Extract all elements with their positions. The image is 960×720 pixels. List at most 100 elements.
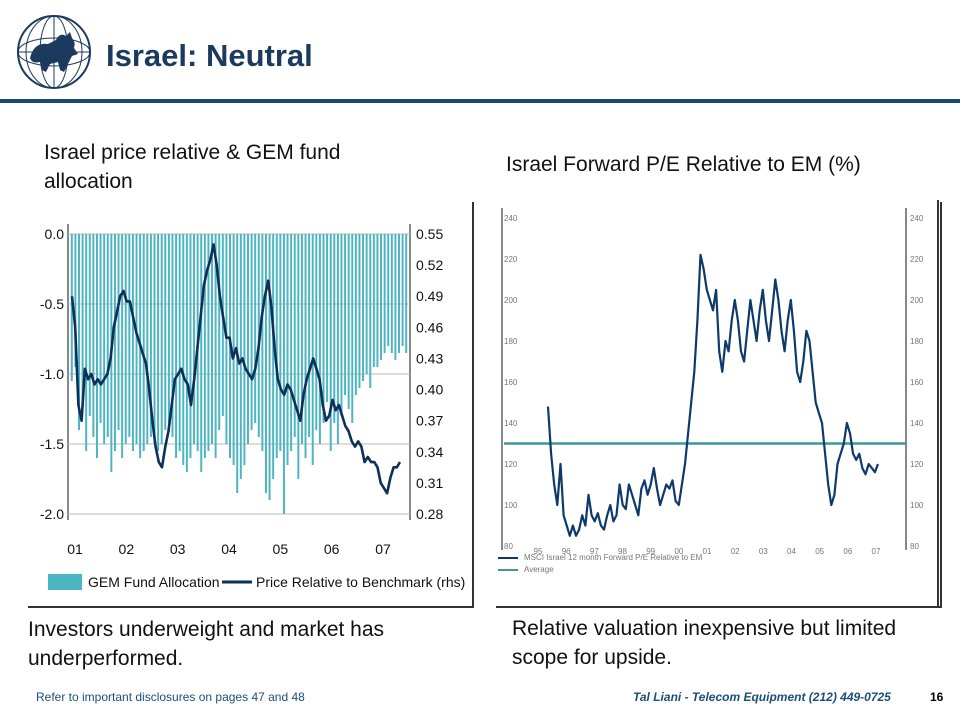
- x-tick-label: 01: [67, 541, 83, 557]
- y-right-tick-label: 0.52: [416, 257, 443, 273]
- fund-allocation-bar: [351, 234, 354, 423]
- fund-allocation-bar: [398, 234, 400, 353]
- slide-title: Israel: Neutral: [106, 38, 313, 73]
- y-right-tick-label: 0.43: [416, 350, 443, 366]
- x-tick-label: 96: [562, 547, 571, 556]
- x-tick-label: 95: [534, 547, 543, 556]
- fund-allocation-bar: [124, 234, 127, 444]
- fund-allocation-bar: [293, 234, 296, 437]
- price-relative-line: [70, 243, 402, 495]
- fund-allocation-bar: [117, 234, 120, 430]
- fund-allocation-bar: [128, 234, 131, 437]
- fund-allocation-bar: [103, 234, 106, 444]
- y-right-tick-label: 180: [910, 337, 924, 346]
- page-number: 16: [930, 690, 944, 704]
- y-left-tick-label: 120: [504, 460, 518, 469]
- fund-allocation-bar: [149, 234, 152, 437]
- fund-allocation-bar: [394, 234, 397, 360]
- x-tick-label: 97: [590, 547, 599, 556]
- legend-label-pe: MSCI Israel 12 month Forward P/E Relativ…: [524, 553, 703, 562]
- left-chart-note: Investors underweight and market has und…: [28, 618, 385, 670]
- y-left-tick-label: -1.5: [40, 436, 64, 452]
- x-tick-label: 99: [646, 547, 655, 556]
- fund-allocation-bar: [157, 234, 160, 451]
- x-tick-label: 98: [618, 547, 627, 556]
- x-tick-label: 06: [324, 541, 340, 557]
- title-divider: [0, 99, 960, 103]
- fund-allocation-bar: [254, 234, 257, 423]
- x-tick-label: 00: [674, 547, 683, 556]
- fund-allocation-bar: [275, 234, 278, 458]
- fund-allocation-bar: [282, 234, 285, 514]
- fund-allocation-bar: [153, 234, 156, 444]
- disclosure-footer: Refer to important disclosures on pages …: [36, 690, 305, 704]
- fund-allocation-bar: [300, 234, 303, 444]
- y-left-tick-label: 180: [504, 337, 518, 346]
- y-left-tick-label: 220: [504, 255, 518, 264]
- fund-allocation-bar: [74, 234, 77, 367]
- x-tick-label: 06: [843, 547, 852, 556]
- fund-allocation-bar: [164, 234, 167, 430]
- y-right-tick-label: 0.31: [416, 475, 443, 491]
- bull-logo: [17, 15, 91, 89]
- fund-allocation-bar: [336, 234, 339, 444]
- fund-allocation-bar: [185, 234, 188, 472]
- x-tick-label: 02: [119, 541, 135, 557]
- fund-allocation-bar: [171, 234, 174, 437]
- fund-allocation-bar: [272, 234, 275, 479]
- y-right-tick-label: 0.49: [416, 288, 443, 304]
- x-tick-label: 03: [759, 547, 768, 556]
- fund-allocation-bar: [268, 234, 271, 500]
- fund-allocation-bar: [333, 234, 336, 423]
- fund-allocation-bar: [121, 234, 124, 458]
- x-tick-label: 05: [273, 541, 289, 557]
- fund-allocation-bar: [189, 234, 192, 458]
- forward-pe-line: [546, 253, 880, 537]
- fund-allocation-bar: [290, 234, 293, 451]
- fund-allocation-bar: [92, 234, 95, 437]
- fund-allocation-bar: [354, 234, 357, 395]
- y-left-tick-label: 100: [504, 501, 518, 510]
- legend-label-bars: GEM Fund Allocation: [88, 574, 220, 590]
- fund-allocation-bar: [131, 234, 134, 451]
- fund-allocation-bar: [365, 234, 368, 374]
- fund-allocation-bar: [178, 234, 181, 451]
- fund-allocation-bar: [340, 234, 343, 416]
- y-right-tick-label: 140: [910, 419, 924, 428]
- fund-allocation-bar: [243, 234, 246, 465]
- fund-allocation-bar: [376, 234, 379, 367]
- fund-allocation-bar: [383, 234, 386, 353]
- y-right-tick-label: 120: [910, 460, 924, 469]
- fund-allocation-bar: [380, 234, 383, 360]
- y-right-tick-label: 220: [910, 255, 924, 264]
- chart-1-title: Israel price relative & GEM fund allocat…: [44, 141, 341, 193]
- analyst-footer: Tal Liani - Telecom Equipment (212) 449-…: [633, 690, 891, 704]
- fund-allocation-bar: [239, 234, 242, 479]
- y-right-tick-label: 80: [910, 542, 919, 551]
- y-right-tick-label: 0.46: [416, 319, 443, 335]
- y-right-tick-label: 160: [910, 378, 924, 387]
- right-chart-note: Relative valuation inexpensive but limit…: [512, 617, 897, 669]
- legend-label-average: Average: [524, 565, 554, 574]
- fund-allocation-bar: [99, 234, 102, 423]
- fund-allocation-bar: [221, 234, 224, 416]
- fund-allocation-bar: [344, 234, 347, 395]
- y-right-tick-label: 100: [910, 501, 924, 510]
- fund-allocation-bar: [200, 234, 203, 472]
- chart-2-title: Israel Forward P/E Relative to EM (%): [506, 153, 861, 176]
- x-tick-label: 03: [170, 541, 186, 557]
- fund-allocation-bar: [207, 234, 210, 451]
- y-right-tick-label: 0.34: [416, 444, 443, 460]
- x-tick-label: 07: [872, 547, 881, 556]
- fund-allocation-bar: [78, 234, 80, 430]
- y-left-tick-label: 160: [504, 378, 518, 387]
- fund-allocation-bar: [318, 234, 321, 444]
- fund-allocation-bar: [390, 234, 393, 353]
- y-left-tick-label: 140: [504, 419, 518, 428]
- fund-allocation-bar: [286, 234, 289, 465]
- fund-allocation-bar: [372, 234, 375, 367]
- y-left-tick-label: -1.0: [40, 366, 64, 382]
- x-tick-label: 05: [815, 547, 824, 556]
- fund-allocation-bar: [308, 234, 311, 437]
- x-tick-label: 01: [703, 547, 712, 556]
